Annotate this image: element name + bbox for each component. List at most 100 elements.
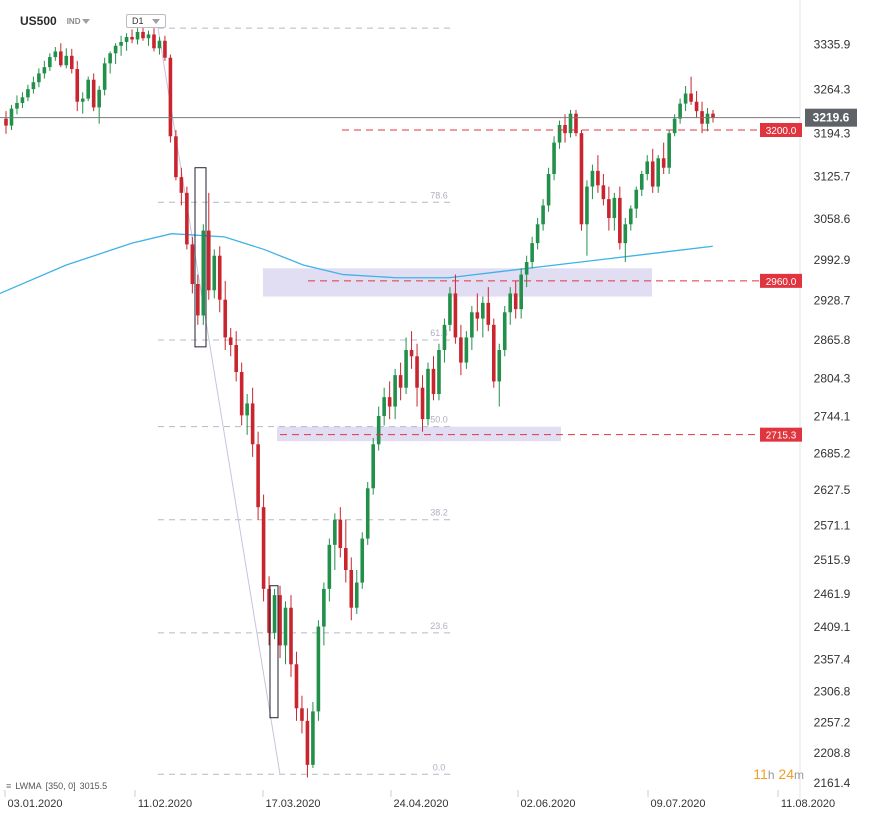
- fib-diagonal: [157, 28, 281, 775]
- candle-body: [409, 350, 414, 357]
- candle-body: [20, 97, 25, 103]
- fib-level-label: 61.8: [430, 328, 448, 338]
- x-tick-label: 11.02.2020: [138, 798, 192, 810]
- candle-body: [163, 40, 167, 58]
- candle: [437, 343, 441, 401]
- chart-header: US500 IND: [20, 14, 91, 28]
- candle-body: [174, 136, 178, 178]
- candle: [574, 109, 578, 137]
- candle: [634, 186, 639, 218]
- candle-body: [37, 73, 41, 83]
- candle: [656, 155, 660, 193]
- candle-body: [289, 607, 293, 665]
- candle-body: [596, 170, 600, 186]
- candle: [64, 48, 69, 69]
- x-tick-label: 11.08.2020: [781, 798, 835, 810]
- y-tick-label: 3058.6: [814, 212, 851, 226]
- candle-body: [618, 197, 622, 244]
- y-tick-label: 2627.5: [814, 483, 851, 497]
- candle-body: [557, 124, 562, 143]
- candle: [628, 205, 633, 231]
- candle-body: [650, 161, 655, 187]
- candle-body: [371, 444, 376, 489]
- candle-body: [228, 337, 233, 345]
- candle: [157, 36, 162, 55]
- candle: [272, 588, 277, 640]
- candle: [311, 702, 315, 768]
- fib-level-label: 50.0: [430, 415, 448, 425]
- highlight-box: [194, 167, 207, 348]
- candle: [541, 199, 545, 231]
- candle-body: [393, 375, 397, 407]
- candle: [486, 287, 491, 332]
- candle: [650, 148, 655, 193]
- candle-body: [190, 244, 195, 284]
- candle: [689, 76, 693, 105]
- candle-body: [267, 588, 271, 633]
- candle: [590, 164, 595, 200]
- candle-body: [470, 312, 474, 338]
- candle: [393, 368, 397, 420]
- candle: [530, 236, 534, 269]
- candle-body: [333, 519, 337, 545]
- candle: [31, 76, 36, 94]
- x-tick-label: 02.06.2020: [520, 798, 575, 810]
- candle-body: [119, 42, 123, 46]
- candle-body: [152, 34, 156, 49]
- candle: [705, 108, 710, 132]
- y-tick-label: 2161.4: [814, 776, 851, 790]
- candle: [80, 92, 85, 114]
- candle-body: [563, 124, 567, 134]
- exchange-label[interactable]: IND: [67, 17, 91, 26]
- candle-body: [585, 186, 589, 225]
- candle-body: [80, 98, 85, 102]
- y-tick-label: 2992.9: [814, 253, 851, 267]
- candle-body: [261, 507, 266, 589]
- candle-body: [102, 63, 107, 90]
- candle-body: [59, 51, 63, 66]
- candle-body: [124, 36, 129, 42]
- candle-body: [185, 192, 189, 245]
- candle: [250, 387, 255, 457]
- candle: [404, 337, 408, 394]
- candle: [130, 29, 134, 44]
- candle-body: [513, 293, 518, 310]
- fib-level-label: 23.6: [430, 621, 448, 631]
- candle-body: [179, 177, 184, 193]
- candle-body: [338, 519, 343, 548]
- candle: [201, 224, 206, 325]
- candle: [234, 331, 238, 382]
- candle: [305, 708, 310, 778]
- candle-body: [541, 205, 545, 225]
- x-tick-label: 03.01.2020: [7, 798, 62, 810]
- list-icon: ≡: [6, 781, 12, 791]
- candle: [53, 47, 58, 61]
- candle: [491, 318, 496, 388]
- candle-body: [607, 199, 611, 218]
- y-tick-label: 2461.9: [814, 587, 851, 601]
- candle-body: [42, 67, 47, 74]
- candle: [661, 142, 666, 174]
- candle: [102, 57, 107, 96]
- candle-body: [672, 118, 677, 134]
- candle: [261, 494, 266, 602]
- candle: [607, 186, 611, 231]
- candle: [431, 356, 436, 401]
- candle-body: [453, 293, 458, 338]
- candle-body: [387, 397, 392, 407]
- candle-body: [667, 133, 671, 168]
- candle-body: [404, 350, 408, 388]
- candle-body: [75, 69, 80, 102]
- candle: [37, 68, 41, 88]
- candle-body: [475, 312, 480, 319]
- candle: [563, 114, 567, 143]
- indicator-legend[interactable]: ≡ LWMA [350, 0] 3015.5: [6, 781, 107, 791]
- timeframe-selector[interactable]: D1: [126, 14, 166, 28]
- candle-body: [508, 293, 513, 313]
- candle: [217, 246, 222, 313]
- candle-body: [256, 444, 260, 508]
- candle-body: [141, 31, 145, 39]
- candle-body: [113, 45, 118, 54]
- candle: [365, 482, 370, 545]
